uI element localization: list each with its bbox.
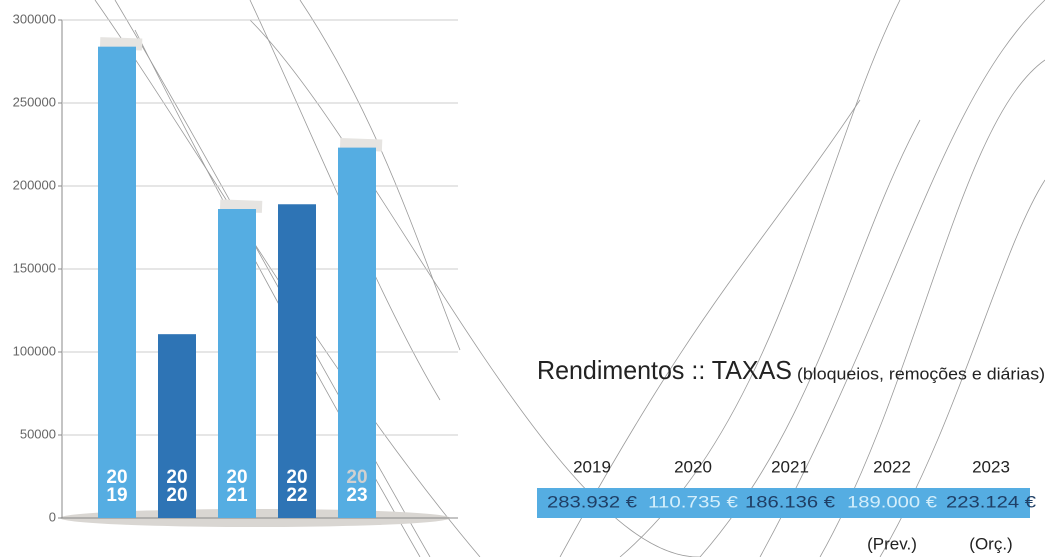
bar (98, 46, 136, 518)
chart-title: Rendimentos :: TAXAS (537, 355, 792, 385)
bar-year-label: 23 (346, 485, 367, 506)
bar-year-label: 20 (166, 467, 187, 488)
table-note: (Orç.) (969, 534, 1012, 553)
bar (158, 334, 196, 518)
table-row (537, 488, 1030, 518)
bar-year-label: 20 (286, 467, 307, 488)
table-year: 2021 (771, 457, 809, 476)
bar-year-label: 20 (106, 467, 127, 488)
chart-subtitle: (bloqueios, remoções e diárias) (797, 364, 1045, 383)
value-label: 186.136 € (745, 492, 836, 511)
y-tick-label: 50000 (20, 426, 56, 441)
bar-year-label: 20 (346, 467, 367, 488)
y-tick-label: 150000 (13, 260, 56, 275)
table-year: 2019 (573, 457, 611, 476)
table-year: 2023 (972, 457, 1010, 476)
table-year: 2022 (873, 457, 911, 476)
value-label: 223.124 € (946, 492, 1037, 511)
value-label: 283.932 € (547, 492, 638, 511)
y-tick-label: 250000 (13, 94, 56, 109)
bar-year-label: 21 (226, 485, 248, 506)
bar (218, 209, 256, 519)
bar (338, 147, 376, 518)
bar-year-label: 19 (106, 485, 127, 506)
bar-year-label: 20 (226, 467, 247, 488)
y-tick-label: 0 (49, 509, 56, 524)
value-label: 189.000 € (847, 492, 938, 511)
y-tick-label: 200000 (13, 177, 56, 192)
bar-year-label: 20 (166, 485, 187, 506)
value-label: 110.735 € (648, 492, 739, 511)
bar (278, 204, 316, 518)
y-tick-label: 100000 (13, 343, 56, 358)
y-tick-label: 300000 (13, 11, 56, 26)
table-year: 2020 (674, 457, 712, 476)
bar-year-label: 22 (286, 485, 307, 506)
table-note: (Prev.) (867, 534, 917, 553)
